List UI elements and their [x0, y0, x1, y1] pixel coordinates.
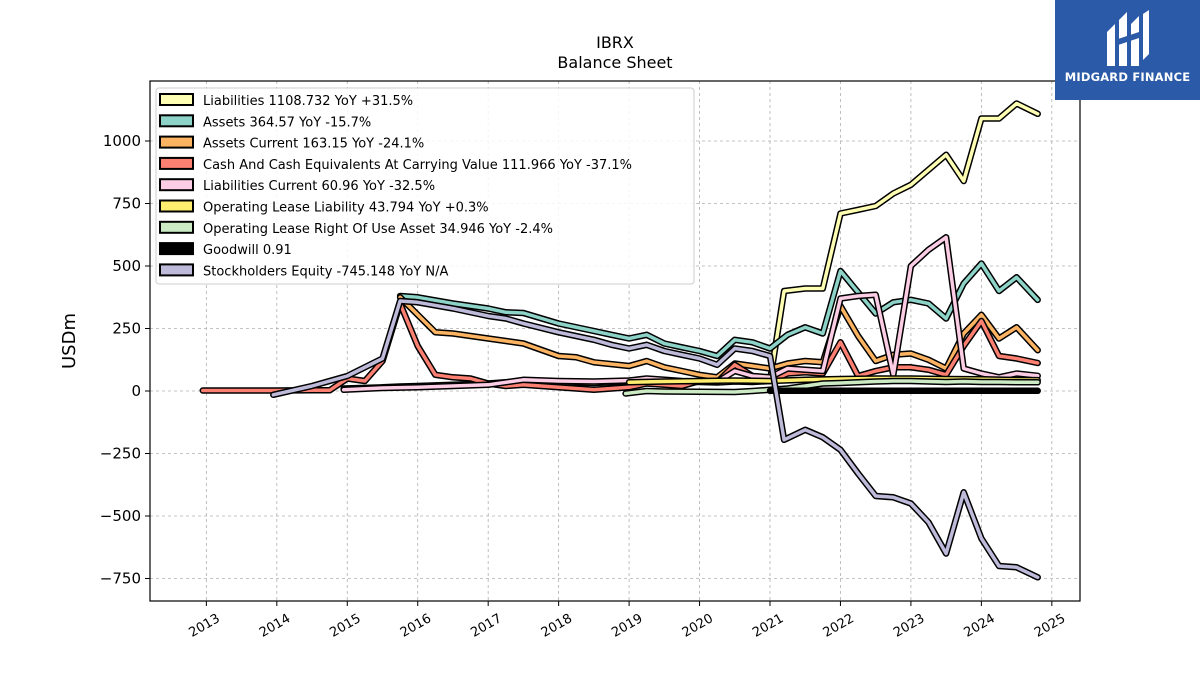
- y-tick-label: 500: [112, 257, 141, 275]
- legend-item: Liabilities 1108.732 YoY +31.5%: [159, 93, 413, 109]
- legend-label: Goodwill 0.91: [203, 243, 292, 258]
- series-stockholders-equity: [270, 297, 1041, 581]
- legend-swatch: [159, 156, 194, 170]
- x-tick-label: 2021: [750, 611, 786, 641]
- midgard-finance-logo: MIDGARD FINANCE: [1055, 0, 1200, 100]
- legend-box: [155, 87, 695, 285]
- chart-subtitle: Balance Sheet: [557, 53, 672, 72]
- x-tick-label: 2019: [609, 611, 645, 641]
- series-lines: [199, 100, 1041, 581]
- chart-title: IBRX: [596, 33, 634, 52]
- legend-swatch: [159, 135, 194, 149]
- logo-text: MIDGARD FINANCE: [1064, 70, 1191, 84]
- legend-item: Operating Lease Right Of Use Asset 34.94…: [159, 220, 553, 237]
- x-tick-label: 2025: [1032, 611, 1068, 641]
- y-tick-label: 1000: [103, 132, 141, 150]
- legend-swatch: [159, 178, 194, 192]
- x-tick-label: 2024: [962, 611, 998, 641]
- legend-swatch: [159, 242, 194, 256]
- x-tick-label: 2014: [257, 611, 293, 641]
- series-cash-and-cash-equivalents-at-carrying-value: [199, 300, 1041, 394]
- series-assets: [396, 260, 1041, 360]
- legend-label: Stockholders Equity -745.148 YoY N/A: [203, 264, 448, 279]
- series-assets-current: [396, 294, 1041, 381]
- x-tick-label: 2022: [821, 611, 857, 641]
- y-tick-label: −250: [100, 445, 141, 463]
- legend-item: Liabilities Current 60.96 YoY -32.5%: [159, 178, 435, 194]
- x-tick-label: 2016: [398, 611, 434, 641]
- legend-label: Operating Lease Right Of Use Asset 34.94…: [203, 222, 553, 237]
- y-tick-label: 0: [131, 382, 141, 400]
- legend-swatch: [159, 93, 194, 106]
- legend-label: Liabilities Current 60.96 YoY -32.5%: [203, 179, 435, 194]
- legend-item: Assets Current 163.15 YoY -24.1%: [159, 135, 424, 152]
- series-line: [398, 261, 1040, 358]
- x-axis-ticks: 2013 2014 2015 2016 2017 2018 2019 2020 2021 2022…: [187, 601, 1068, 641]
- legend-label: Liabilities 1108.732 YoY +31.5%: [203, 94, 413, 109]
- legend-swatch: [159, 199, 194, 213]
- y-axis-ticks: −750 −500 −250 0 250 500 750 1000: [100, 132, 150, 588]
- series-line: [201, 301, 1040, 393]
- legend-swatch: [159, 114, 194, 128]
- y-tick-label: −500: [100, 507, 141, 525]
- series-liabilities-current: [340, 234, 1041, 394]
- legend-label: Operating Lease Liability 43.794 YoY +0.…: [203, 201, 489, 216]
- x-tick-label: 2023: [891, 611, 927, 641]
- x-tick-label: 2015: [327, 611, 363, 641]
- legend-item: Assets 364.57 YoY -15.7%: [159, 114, 371, 130]
- y-tick-label: 250: [112, 320, 141, 338]
- x-tick-label: 2020: [680, 611, 716, 641]
- legend-item: Operating Lease Liability 43.794 YoY +0.…: [159, 199, 489, 216]
- legend-item: Cash And Cash Equivalents At Carrying Va…: [159, 156, 632, 173]
- series-line: [398, 295, 1040, 380]
- legend-label: Assets Current 163.15 YoY -24.1%: [203, 137, 424, 152]
- legend-item: Stockholders Equity -745.148 YoY N/A: [159, 263, 448, 279]
- legend-swatch: [159, 263, 194, 277]
- x-tick-label: 2017: [468, 611, 504, 641]
- y-tick-label: −750: [100, 570, 141, 588]
- legend-label: Cash And Cash Equivalents At Carrying Va…: [203, 158, 632, 173]
- legend: Liabilities 1108.732 YoY +31.5% Assets 36…: [155, 87, 695, 285]
- series-operating-lease-right-of-use-asset: [622, 377, 1041, 397]
- legend-label: Assets 364.57 YoY -15.7%: [203, 115, 371, 130]
- logo-mark-icon: [1107, 10, 1149, 66]
- plot-area-frame: [149, 80, 1081, 602]
- y-tick-label: 750: [112, 195, 141, 213]
- x-tick-label: 2013: [187, 611, 223, 641]
- legend-item: Goodwill 0.91: [159, 242, 292, 258]
- legend-swatch: [159, 220, 194, 234]
- y-axis-label: USDm: [59, 313, 80, 369]
- series-line: [341, 235, 1040, 392]
- series-line: [623, 379, 1040, 396]
- series-line: [271, 299, 1040, 580]
- x-tick-label: 2018: [539, 611, 575, 641]
